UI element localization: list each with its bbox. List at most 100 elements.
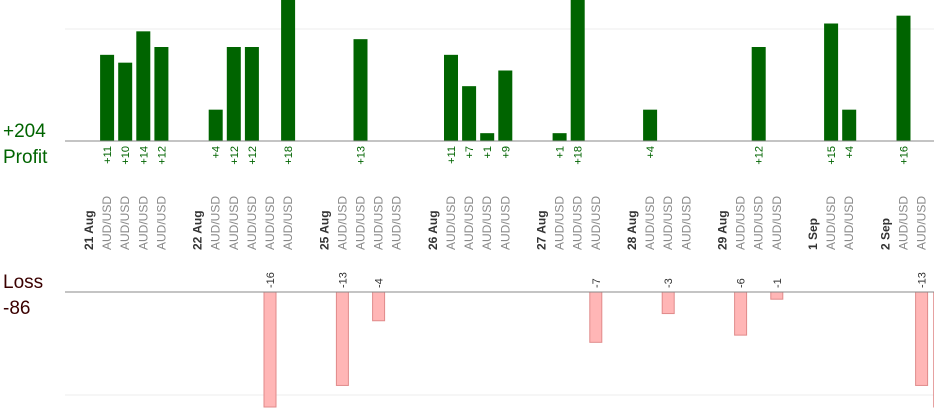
profit-value-label: +11 bbox=[446, 146, 458, 164]
category-label: AUD/USD bbox=[136, 196, 150, 250]
category-label: AUD/USD bbox=[335, 196, 349, 250]
loss-title: Loss bbox=[3, 272, 43, 293]
profit-bar bbox=[643, 109, 658, 141]
category-label: AUD/USD bbox=[553, 196, 567, 250]
profit-value-label: +18 bbox=[573, 146, 585, 165]
profit-value-label: +12 bbox=[754, 146, 766, 165]
loss-bar bbox=[372, 291, 386, 322]
profit-value-label: +4 bbox=[645, 146, 657, 159]
loss-value-label: -3 bbox=[663, 278, 675, 288]
profit-value-label: +12 bbox=[229, 146, 241, 165]
profit-value-label: +15 bbox=[826, 146, 838, 165]
date-label: 29 Aug bbox=[716, 210, 730, 250]
loss-bar bbox=[734, 291, 748, 336]
category-label: AUD/USD bbox=[444, 196, 458, 250]
profit-bar bbox=[444, 54, 458, 142]
category-label: AUD/USD bbox=[770, 196, 784, 250]
loss-bar bbox=[263, 291, 277, 408]
profit-bar bbox=[244, 47, 259, 141]
profit-bar bbox=[480, 133, 495, 141]
category-label: AUD/USD bbox=[480, 196, 494, 250]
category-label: AUD/USD bbox=[154, 196, 168, 250]
profit-total: +204 bbox=[3, 121, 46, 142]
profit-title: Profit bbox=[3, 147, 48, 168]
category-label: AUD/USD bbox=[462, 196, 476, 250]
category-label: AUD/USD bbox=[842, 196, 856, 250]
profit-bar bbox=[281, 0, 296, 141]
profit-bar bbox=[498, 70, 513, 141]
date-label: 28 Aug bbox=[625, 210, 639, 250]
category-label: AUD/USD bbox=[354, 196, 368, 250]
category-label: AUD/USD bbox=[100, 196, 114, 250]
profit-value-label: +13 bbox=[356, 146, 368, 165]
profit-value-label: +14 bbox=[138, 146, 150, 165]
category-label: AUD/USD bbox=[372, 196, 386, 250]
profit-bar bbox=[751, 47, 766, 141]
category-label: AUD/USD bbox=[679, 196, 693, 250]
profit-bar bbox=[552, 133, 567, 141]
category-label: AUD/USD bbox=[661, 196, 675, 250]
profit-value-label: +12 bbox=[156, 146, 168, 165]
profit-bar bbox=[824, 23, 839, 141]
bar-labels: AUD/USD+11AUD/USD+10AUD/USD+14AUD/USD+12… bbox=[82, 146, 934, 288]
category-label: AUD/USD bbox=[897, 196, 911, 250]
profit-bar bbox=[118, 62, 133, 141]
loss-value-label: -16 bbox=[265, 272, 277, 288]
category-label: AUD/USD bbox=[734, 196, 748, 250]
profit-bar bbox=[842, 109, 857, 141]
loss-bar bbox=[661, 291, 675, 315]
profit-bar bbox=[208, 109, 223, 141]
loss-value-label: -13 bbox=[917, 272, 929, 288]
category-label: AUD/USD bbox=[245, 196, 259, 250]
category-label: AUD/USD bbox=[227, 196, 241, 250]
category-label: AUD/USD bbox=[209, 196, 223, 250]
category-label: AUD/USD bbox=[281, 196, 295, 250]
axes bbox=[65, 140, 934, 293]
profit-value-label: +10 bbox=[120, 146, 132, 165]
profit-bar bbox=[136, 31, 151, 141]
date-label: 26 Aug bbox=[426, 210, 440, 250]
category-label: AUD/USD bbox=[498, 196, 512, 250]
loss-value-label: -13 bbox=[337, 272, 349, 288]
loss-value-label: -7 bbox=[591, 278, 603, 288]
date-label: 22 Aug bbox=[191, 210, 205, 250]
profit-value-label: +18 bbox=[283, 146, 295, 165]
profit-bar bbox=[226, 47, 241, 141]
loss-bar bbox=[915, 291, 929, 386]
date-label: 27 Aug bbox=[535, 210, 549, 250]
profit-value-label: +7 bbox=[464, 146, 476, 159]
profit-value-label: +16 bbox=[899, 146, 911, 165]
gridlines bbox=[65, 28, 934, 396]
profit-bar bbox=[570, 0, 585, 141]
category-label: AUD/USD bbox=[571, 196, 585, 250]
category-label: AUD/USD bbox=[915, 196, 929, 250]
profit-bars bbox=[100, 0, 911, 142]
loss-bar bbox=[770, 291, 784, 300]
loss-bar bbox=[335, 291, 349, 386]
profit-value-label: +1 bbox=[482, 146, 494, 159]
loss-value-label: -1 bbox=[772, 278, 784, 288]
loss-total: -86 bbox=[3, 298, 30, 319]
profit-bar bbox=[100, 54, 115, 142]
date-label: 1 Sep bbox=[806, 218, 820, 250]
category-label: AUD/USD bbox=[390, 196, 404, 250]
date-label: 2 Sep bbox=[878, 218, 892, 250]
category-label: AUD/USD bbox=[118, 196, 132, 250]
loss-value-label: -6 bbox=[736, 278, 748, 288]
loss-bars bbox=[263, 291, 934, 408]
profit-value-label: +9 bbox=[500, 146, 512, 159]
profit-value-label: +12 bbox=[247, 146, 259, 165]
category-label: AUD/USD bbox=[643, 196, 657, 250]
loss-value-label: -4 bbox=[374, 278, 386, 288]
category-label: AUD/USD bbox=[933, 196, 934, 250]
category-label: AUD/USD bbox=[263, 196, 277, 250]
profit-bar bbox=[896, 15, 911, 142]
category-label: AUD/USD bbox=[824, 196, 838, 250]
profit-value-label: +4 bbox=[211, 146, 223, 159]
loss-bar bbox=[589, 291, 603, 343]
category-label: AUD/USD bbox=[752, 196, 766, 250]
profit-value-label: +1 bbox=[555, 146, 567, 159]
profit-bar bbox=[154, 47, 169, 141]
date-label: 21 Aug bbox=[82, 210, 96, 250]
